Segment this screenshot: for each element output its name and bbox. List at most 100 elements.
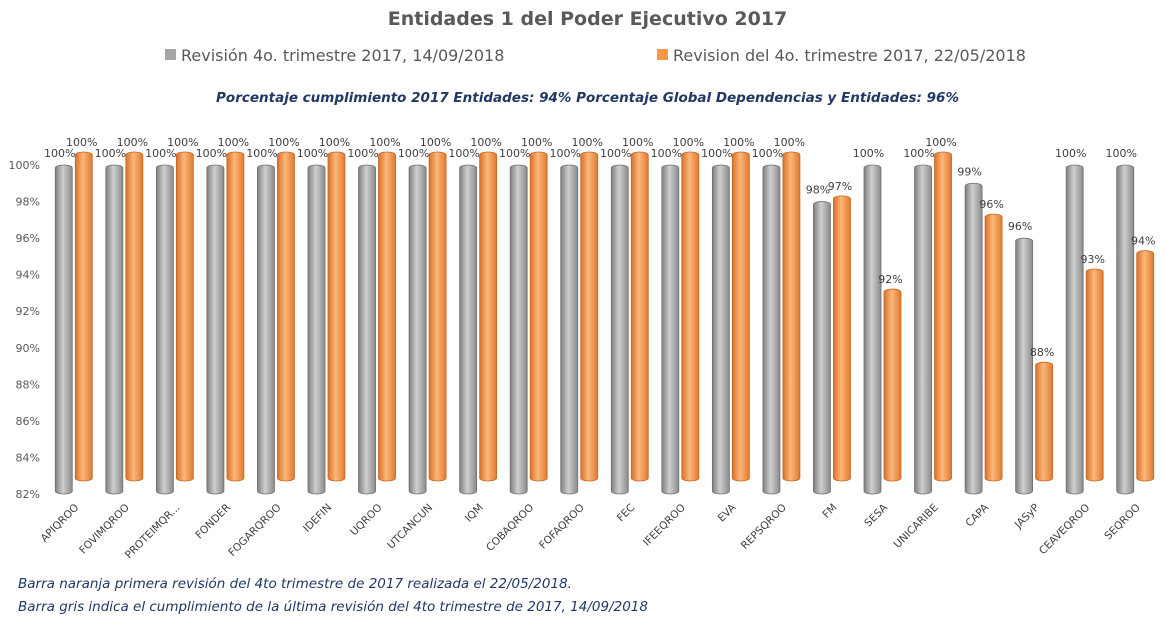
footnote-orange: Barra naranja primera revisión del 4to t… (18, 576, 572, 592)
bar-gray (610, 164, 629, 495)
bar-gray (155, 164, 174, 495)
category-label: FOFAQROO (537, 502, 587, 552)
data-label-gray: 99% (957, 165, 981, 178)
data-label-gray: 100% (752, 147, 783, 160)
bar-gray (358, 164, 376, 495)
legend-item-orange: Revision del 4o. trimestre 2017, 22/05/2… (657, 46, 1026, 65)
data-label-gray: 98% (806, 184, 830, 197)
category-label: EVA (716, 501, 739, 524)
bar-gray (408, 164, 427, 495)
bar-orange (175, 151, 194, 482)
legend-label-gray: Revisión 4o. trimestre 2017, 14/09/2018 (181, 46, 505, 65)
data-label-orange: 100% (521, 136, 552, 149)
chart-title: Entidades 1 del Poder Ejecutivo 2017 (387, 8, 788, 30)
category-label: IDEFIN (301, 502, 334, 535)
legend-label-orange: Revision del 4o. trimestre 2017, 22/05/2… (673, 46, 1026, 65)
bar-gray (206, 164, 225, 495)
bar-orange (1035, 361, 1054, 482)
data-label-orange: 100% (66, 136, 97, 149)
category-label: SEQROO (1102, 502, 1143, 543)
data-label-gray: 100% (1055, 147, 1086, 160)
bar-gray (105, 164, 124, 495)
bar-orange (833, 195, 851, 482)
bar-gray (1116, 164, 1135, 495)
data-label-gray: 100% (448, 147, 479, 160)
data-label-gray: 100% (550, 147, 581, 160)
bar-gray (762, 164, 781, 495)
data-label-gray: 100% (701, 147, 732, 160)
y-tick-label: 100% (9, 159, 40, 172)
bar-gray (509, 164, 528, 495)
y-tick-label: 96% (16, 232, 40, 245)
y-tick-label: 82% (16, 488, 40, 501)
category-label: CEAVEQROO (1037, 502, 1092, 557)
data-label-orange: 100% (268, 136, 299, 149)
category-label: UQROO (348, 502, 385, 539)
category-label: REPSQROO (739, 502, 789, 552)
bar-gray (54, 164, 73, 495)
bar-orange (529, 151, 548, 482)
y-tick-label: 86% (16, 415, 40, 428)
y-tick-label: 94% (16, 269, 40, 282)
category-label: IQM (463, 502, 486, 525)
data-label-gray: 100% (499, 147, 530, 160)
data-label-orange: 93% (1080, 253, 1104, 266)
bar-orange (1136, 250, 1155, 482)
data-label-orange: 100% (470, 136, 501, 149)
footnote-gray: Barra gris indica el cumplimiento de la … (18, 599, 648, 615)
data-label-orange: 100% (572, 136, 603, 149)
bar-orange (378, 151, 396, 482)
category-label: COBAQROO (484, 502, 536, 554)
legend-swatch-orange (657, 49, 668, 60)
data-label-orange: 100% (774, 136, 805, 149)
bar-orange (984, 213, 1003, 482)
data-label-gray: 96% (1008, 220, 1032, 233)
bar-orange (277, 151, 295, 482)
category-label: FOVIMQROO (77, 502, 132, 557)
category-label: IFEEQROO (641, 502, 688, 549)
bar-gray (459, 164, 478, 495)
legend-item-gray: Revisión 4o. trimestre 2017, 14/09/2018 (165, 46, 504, 65)
data-label-gray: 100% (600, 147, 631, 160)
bar-gray (257, 164, 275, 495)
category-label: APIQROO (38, 502, 81, 545)
category-label: FONDER (193, 502, 233, 542)
category-label: SESA (862, 501, 890, 529)
bar-orange (428, 151, 447, 482)
category-label: UTCANCUN (385, 502, 435, 552)
bar-gray (307, 164, 326, 495)
bar-gray (813, 201, 831, 495)
data-label-orange: 100% (369, 136, 400, 149)
data-label-gray: 100% (853, 147, 884, 160)
data-label-gray: 100% (297, 147, 328, 160)
legend-swatch-gray (165, 49, 176, 60)
chart-legend: Revisión 4o. trimestre 2017, 14/09/2018 … (0, 46, 1175, 70)
data-label-orange: 100% (673, 136, 704, 149)
data-label-orange: 88% (1030, 346, 1054, 359)
bar-gray (1015, 237, 1034, 495)
data-label-orange: 97% (828, 180, 852, 193)
bar-orange (782, 151, 801, 482)
category-label: JASyP (1012, 502, 1042, 532)
data-label-gray: 100% (44, 147, 75, 160)
data-label-orange: 94% (1131, 235, 1155, 248)
bar-orange (125, 151, 144, 482)
data-label-gray: 100% (651, 147, 682, 160)
bar-gray (863, 164, 882, 495)
data-label-orange: 100% (925, 136, 956, 149)
bar-orange (1085, 268, 1104, 482)
y-tick-label: 98% (16, 196, 40, 209)
bar-orange (630, 151, 649, 482)
bar-orange (681, 151, 700, 482)
bar-orange (580, 151, 599, 482)
data-label-orange: 100% (218, 136, 249, 149)
y-tick-label: 90% (16, 342, 40, 355)
data-label-gray: 100% (246, 147, 277, 160)
category-label: CAPA (963, 501, 991, 529)
y-tick-label: 92% (16, 305, 40, 318)
bar-orange (731, 151, 750, 482)
data-label-orange: 92% (878, 273, 902, 286)
chart-subtitle: Porcentaje cumplimiento 2017 Entidades: … (216, 90, 959, 106)
bar-gray (711, 164, 730, 495)
category-label: UNICARIBE (892, 502, 941, 551)
